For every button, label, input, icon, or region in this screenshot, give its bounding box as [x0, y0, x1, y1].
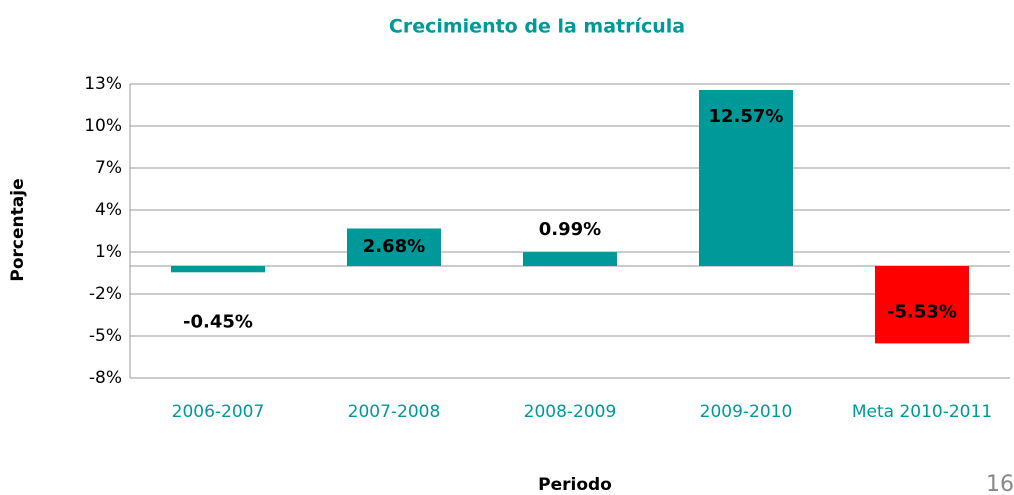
y-tick-label: 4% [95, 200, 122, 220]
y-tick-label: 13% [84, 74, 122, 94]
data-label: -0.45% [183, 311, 253, 332]
x-tick-label: 2008-2009 [524, 402, 617, 422]
x-tick-label: Meta 2010-2011 [852, 402, 992, 422]
y-tick-label: 7% [95, 158, 122, 178]
bar [347, 228, 441, 266]
page-number: 16 [986, 472, 1014, 495]
data-label: 12.57% [709, 106, 784, 127]
y-tick-label: -5% [89, 326, 122, 346]
y-tick-label: -8% [89, 368, 122, 388]
x-tick-label: 2007-2008 [348, 402, 441, 422]
bar [171, 266, 265, 273]
y-axis-title: Porcentaje [8, 178, 28, 281]
x-axis-title: Periodo [538, 475, 612, 495]
x-tick-label: 2006-2007 [172, 402, 265, 422]
data-label: -5.53% [887, 302, 957, 323]
bar [875, 266, 969, 344]
bar [523, 252, 617, 266]
chart-title: Crecimiento de la matrícula [389, 16, 685, 38]
y-tick-label: 1% [95, 242, 122, 262]
bar [699, 90, 793, 267]
y-tick-label: -2% [89, 284, 122, 304]
data-label: 2.68% [363, 236, 425, 257]
data-label: 0.99% [539, 219, 601, 240]
y-tick-label: 10% [84, 116, 122, 136]
x-tick-label: 2009-2010 [700, 402, 793, 422]
